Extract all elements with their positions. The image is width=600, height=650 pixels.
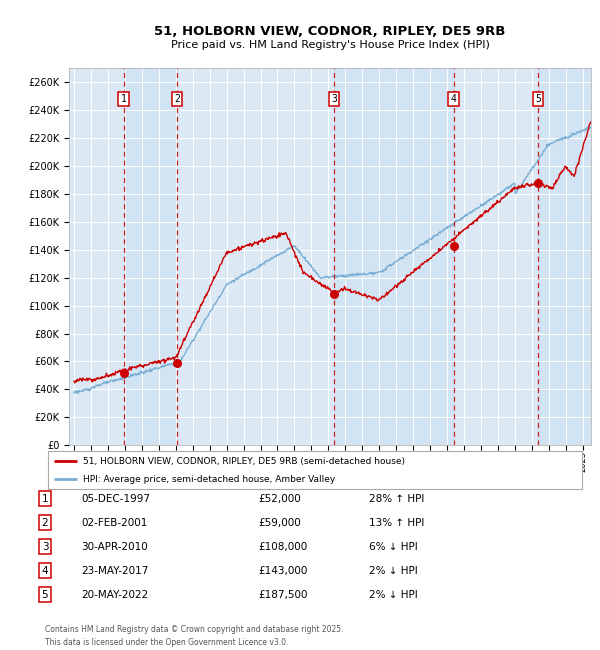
Text: 30-APR-2010: 30-APR-2010 [81, 541, 148, 552]
Text: 2: 2 [41, 517, 49, 528]
Text: 2: 2 [175, 94, 180, 104]
Text: 4: 4 [451, 94, 457, 104]
Text: 2% ↓ HPI: 2% ↓ HPI [369, 590, 418, 600]
Text: £143,000: £143,000 [258, 566, 307, 576]
Text: 05-DEC-1997: 05-DEC-1997 [81, 493, 150, 504]
Text: HPI: Average price, semi-detached house, Amber Valley: HPI: Average price, semi-detached house,… [83, 475, 335, 484]
Text: 23-MAY-2017: 23-MAY-2017 [81, 566, 148, 576]
Bar [538, 68, 591, 445]
Text: 3: 3 [331, 94, 337, 104]
Text: Price paid vs. HM Land Registry's House Price Index (HPI): Price paid vs. HM Land Registry's House … [170, 40, 490, 50]
Text: 28% ↑ HPI: 28% ↑ HPI [369, 493, 424, 504]
Text: £187,500: £187,500 [258, 590, 308, 600]
Text: £52,000: £52,000 [258, 493, 301, 504]
Text: 02-FEB-2001: 02-FEB-2001 [81, 517, 148, 528]
Text: 6% ↓ HPI: 6% ↓ HPI [369, 541, 418, 552]
Text: £59,000: £59,000 [258, 517, 301, 528]
Text: 5: 5 [41, 590, 49, 600]
Text: 1: 1 [121, 94, 127, 104]
Text: 5: 5 [535, 94, 541, 104]
Bar [124, 68, 177, 445]
Text: Contains HM Land Registry data © Crown copyright and database right 2025.
This d: Contains HM Land Registry data © Crown c… [45, 625, 343, 647]
Text: £108,000: £108,000 [258, 541, 307, 552]
Text: 13% ↑ HPI: 13% ↑ HPI [369, 517, 424, 528]
Text: 4: 4 [41, 566, 49, 576]
Text: 51, HOLBORN VIEW, CODNOR, RIPLEY, DE5 9RB (semi-detached house): 51, HOLBORN VIEW, CODNOR, RIPLEY, DE5 9R… [83, 457, 405, 466]
Text: 3: 3 [41, 541, 49, 552]
Text: 20-MAY-2022: 20-MAY-2022 [81, 590, 148, 600]
Bar [334, 68, 454, 445]
Text: 1: 1 [41, 493, 49, 504]
Text: 2% ↓ HPI: 2% ↓ HPI [369, 566, 418, 576]
Text: 51, HOLBORN VIEW, CODNOR, RIPLEY, DE5 9RB: 51, HOLBORN VIEW, CODNOR, RIPLEY, DE5 9R… [154, 25, 506, 38]
